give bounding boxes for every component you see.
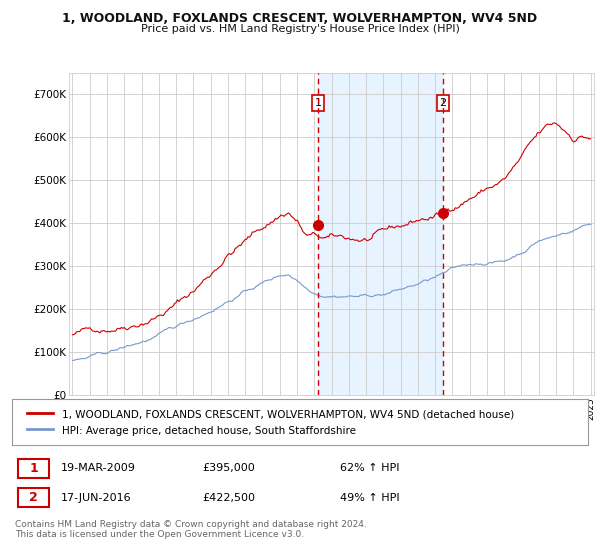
- Text: 49% ↑ HPI: 49% ↑ HPI: [340, 493, 400, 503]
- Text: Price paid vs. HM Land Registry's House Price Index (HPI): Price paid vs. HM Land Registry's House …: [140, 24, 460, 34]
- Text: 17-JUN-2016: 17-JUN-2016: [61, 493, 131, 503]
- Text: 2: 2: [29, 491, 38, 505]
- Text: 1, WOODLAND, FOXLANDS CRESCENT, WOLVERHAMPTON, WV4 5ND: 1, WOODLAND, FOXLANDS CRESCENT, WOLVERHA…: [62, 12, 538, 25]
- Legend: 1, WOODLAND, FOXLANDS CRESCENT, WOLVERHAMPTON, WV4 5ND (detached house), HPI: Av: 1, WOODLAND, FOXLANDS CRESCENT, WOLVERHA…: [23, 405, 518, 440]
- FancyBboxPatch shape: [18, 488, 49, 507]
- Text: 1: 1: [314, 98, 322, 108]
- Text: £395,000: £395,000: [202, 463, 255, 473]
- FancyBboxPatch shape: [18, 459, 49, 478]
- Bar: [318, 73, 443, 395]
- Text: 1: 1: [29, 461, 38, 475]
- Text: Contains HM Land Registry data © Crown copyright and database right 2024.
This d: Contains HM Land Registry data © Crown c…: [15, 520, 367, 539]
- Text: 19-MAR-2009: 19-MAR-2009: [61, 463, 136, 473]
- Text: 2: 2: [439, 98, 446, 108]
- Text: 62% ↑ HPI: 62% ↑ HPI: [340, 463, 400, 473]
- Text: £422,500: £422,500: [202, 493, 255, 503]
